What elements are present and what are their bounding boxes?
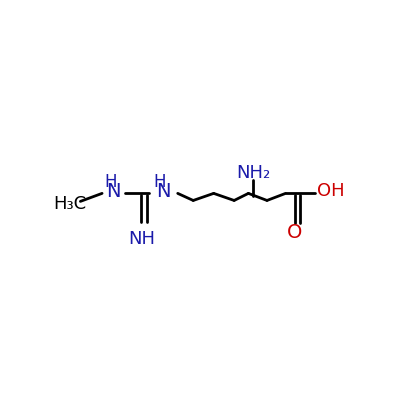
Text: H: H (104, 173, 117, 191)
Text: H: H (154, 173, 166, 191)
Text: H₃C: H₃C (54, 194, 87, 212)
Text: NH₂: NH₂ (236, 164, 270, 182)
Text: O: O (287, 223, 302, 242)
Text: N: N (156, 182, 170, 201)
Text: OH: OH (317, 182, 344, 200)
Text: NH: NH (128, 230, 155, 248)
Text: N: N (106, 182, 121, 201)
